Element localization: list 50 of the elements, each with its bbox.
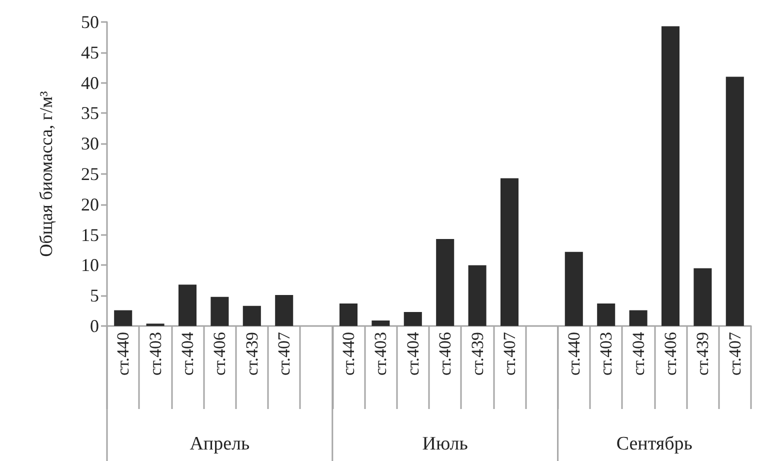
- y-tick-label: 40: [81, 72, 99, 93]
- y-tick-label: 0: [90, 316, 99, 336]
- bar: [500, 178, 519, 326]
- x-tick-label: ст.406: [210, 332, 230, 376]
- x-tick-label: ст.439: [693, 332, 712, 376]
- bar: [404, 312, 422, 326]
- bar: [661, 26, 680, 326]
- bar: [629, 310, 648, 326]
- y-axis-title: Общая биомасса, г/м³: [36, 90, 56, 257]
- x-tick-label: ст.404: [403, 332, 422, 376]
- bar: [372, 320, 390, 326]
- y-tick-label: 30: [81, 134, 99, 154]
- bar: [694, 268, 712, 326]
- y-tick-label: 5: [90, 286, 99, 306]
- text: Июль: [422, 434, 468, 454]
- x-tick-label: ст.406: [436, 332, 455, 376]
- y-tick-label: 15: [81, 224, 99, 245]
- x-tick-label: ст.404: [178, 332, 197, 376]
- text: Сентябрь: [616, 434, 693, 454]
- x-tick-label: ст.439: [242, 332, 262, 376]
- bar: [564, 252, 583, 326]
- x-tick-label: ст.403: [371, 332, 390, 376]
- bar: [114, 310, 132, 326]
- bar: [597, 304, 616, 326]
- x-tick-label: ст.440: [114, 332, 133, 376]
- y-tick-label: 35: [81, 103, 99, 124]
- x-tick-label: ст.440: [564, 332, 584, 376]
- bar: [468, 265, 486, 326]
- bar: [726, 76, 744, 326]
- text: Апрель: [190, 434, 250, 454]
- y-tick-label: 50: [81, 12, 99, 32]
- x-tick-label: ст.406: [661, 332, 680, 376]
- bar: [275, 294, 294, 326]
- y-tick-label: 45: [81, 42, 99, 62]
- bar: [242, 306, 261, 326]
- bar: [178, 284, 197, 326]
- bar: [339, 304, 358, 326]
- x-tick-label: ст.403: [596, 332, 616, 376]
- x-tick-label: ст.439: [468, 332, 487, 376]
- y-tick-label: 10: [81, 255, 99, 276]
- x-tick-label: ст.407: [500, 332, 519, 376]
- bar: [436, 239, 454, 326]
- y-tick-label: 25: [81, 164, 99, 184]
- y-tick-label: 20: [81, 194, 99, 214]
- x-tick-label: ст.404: [628, 332, 648, 376]
- x-tick-label: ст.407: [274, 332, 294, 376]
- bar: [210, 296, 229, 326]
- x-tick-label: ст.407: [725, 332, 744, 376]
- x-tick-label: ст.440: [339, 332, 358, 376]
- x-tick-label: ст.403: [146, 332, 165, 376]
